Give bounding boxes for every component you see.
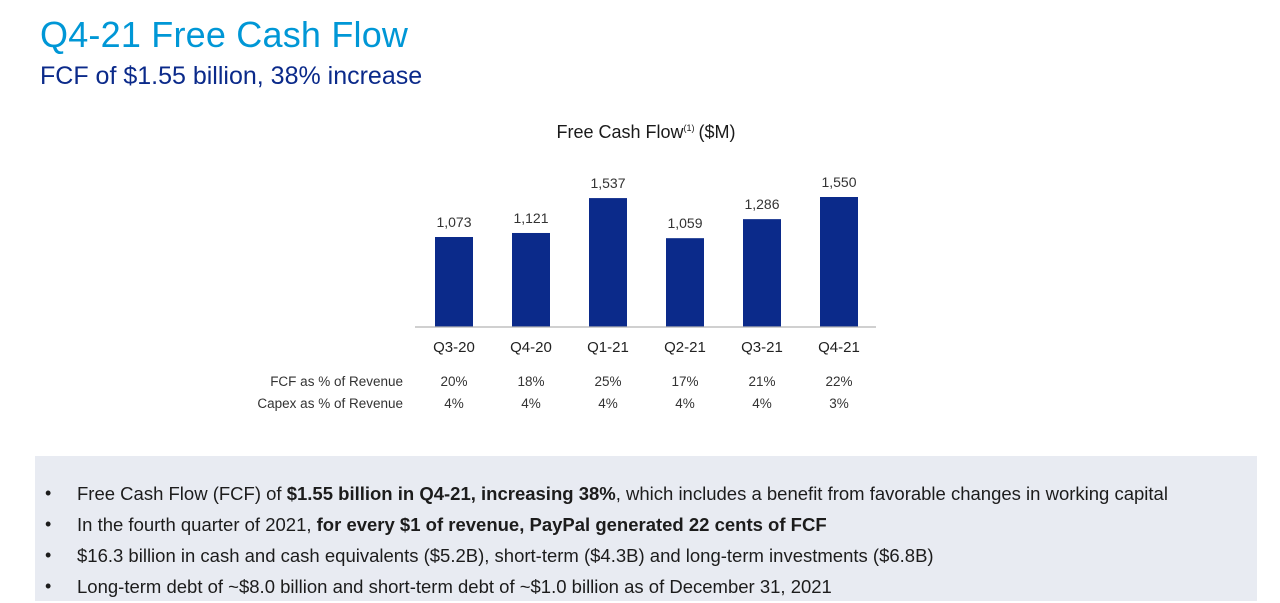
data-label-q3-20: 1,073 (436, 214, 471, 230)
highlight-text-pre: In the fourth quarter of 2021, (77, 514, 317, 535)
metric-value: 18% (517, 374, 544, 389)
data-label-q4-20: 1,121 (513, 210, 548, 226)
x-tick-label: Q1-21 (587, 339, 629, 356)
highlights-list: • Free Cash Flow (FCF) of $1.55 billion i… (35, 478, 1257, 602)
data-label-q2-21: 1,059 (667, 215, 702, 231)
bullet-icon: • (45, 576, 52, 596)
bar-q4-21 (820, 197, 858, 327)
highlight-text-bold: for every $1 of revenue, PayPal generate… (316, 514, 827, 535)
x-tick-label: Q2-21 (664, 339, 706, 356)
highlight-text-pre: $16.3 billion in cash and cash equivalen… (77, 545, 934, 566)
x-tick-label: Q4-21 (818, 339, 860, 356)
x-tick-labels-group: Q3-20 Q4-20 Q1-21 Q2-21 Q3-21 Q4-21 (433, 339, 860, 356)
metric-row-label: FCF as % of Revenue (270, 374, 403, 389)
metric-value: 4% (598, 396, 618, 411)
metric-value: 3% (829, 396, 849, 411)
chart-title: Free Cash Flow(1) ($M) (556, 122, 735, 142)
highlight-item: • In the fourth quarter of 2021, for ever… (35, 509, 1257, 540)
data-label-q1-21: 1,537 (590, 175, 625, 191)
highlight-text-bold: $1.55 billion in Q4-21, increasing 38% (286, 483, 616, 504)
metric-value: 4% (752, 396, 772, 411)
highlight-text-pre: Long-term debt of ~$8.0 billion and shor… (77, 576, 832, 597)
bar-q1-21 (589, 198, 627, 327)
page-subtitle: FCF of $1.55 billion, 38% increase (40, 62, 423, 90)
x-tick-label: Q4-20 (510, 339, 552, 356)
bar-q3-21 (743, 219, 781, 327)
metric-value: 22% (825, 374, 852, 389)
metric-value: 20% (440, 374, 467, 389)
metric-value: 4% (675, 396, 695, 411)
highlight-item: • $16.3 billion in cash and cash equivale… (35, 540, 1257, 571)
data-labels-group: 1,073 1,121 1,537 1,059 1,286 1,550 (436, 174, 856, 231)
metrics-table: FCF as % of Revenue 20% 18% 25% 17% 21% 22% Cap… (257, 374, 852, 411)
bullet-icon: • (45, 483, 52, 503)
page-title: Q4-21 Free Cash Flow (40, 14, 409, 55)
data-label-q4-21: 1,550 (821, 174, 856, 190)
x-tick-label: Q3-20 (433, 339, 475, 356)
highlights-panel: • Free Cash Flow (FCF) of $1.55 billion i… (35, 456, 1257, 601)
data-label-q3-21: 1,286 (744, 196, 779, 212)
bar-q3-20 (435, 237, 473, 327)
x-tick-label: Q3-21 (741, 339, 783, 356)
highlight-item: • Long-term debt of ~$8.0 billion and sho… (35, 571, 1257, 602)
bar-q4-20 (512, 232, 550, 327)
fcf-bar-chart: Free Cash Flow(1) ($M) 1,073 1,1211,5371,0… (257, 122, 876, 411)
bars-group (435, 197, 858, 327)
metric-row-label: Capex as % of Revenue (257, 396, 403, 411)
bar-q2-21 (666, 238, 704, 327)
bullet-icon: • (45, 514, 52, 534)
highlight-text-pre: Free Cash Flow (FCF) of (77, 483, 287, 504)
bullet-icon: • (45, 545, 52, 565)
metric-value: 25% (594, 374, 621, 389)
metric-value: 4% (444, 396, 464, 411)
metric-value: 17% (671, 374, 698, 389)
highlight-text-post: , which includes a benefit from favorabl… (615, 483, 1168, 504)
metric-value: 4% (521, 396, 541, 411)
highlight-item: • Free Cash Flow (FCF) of $1.55 billion i… (35, 478, 1257, 509)
metric-value: 21% (748, 374, 775, 389)
